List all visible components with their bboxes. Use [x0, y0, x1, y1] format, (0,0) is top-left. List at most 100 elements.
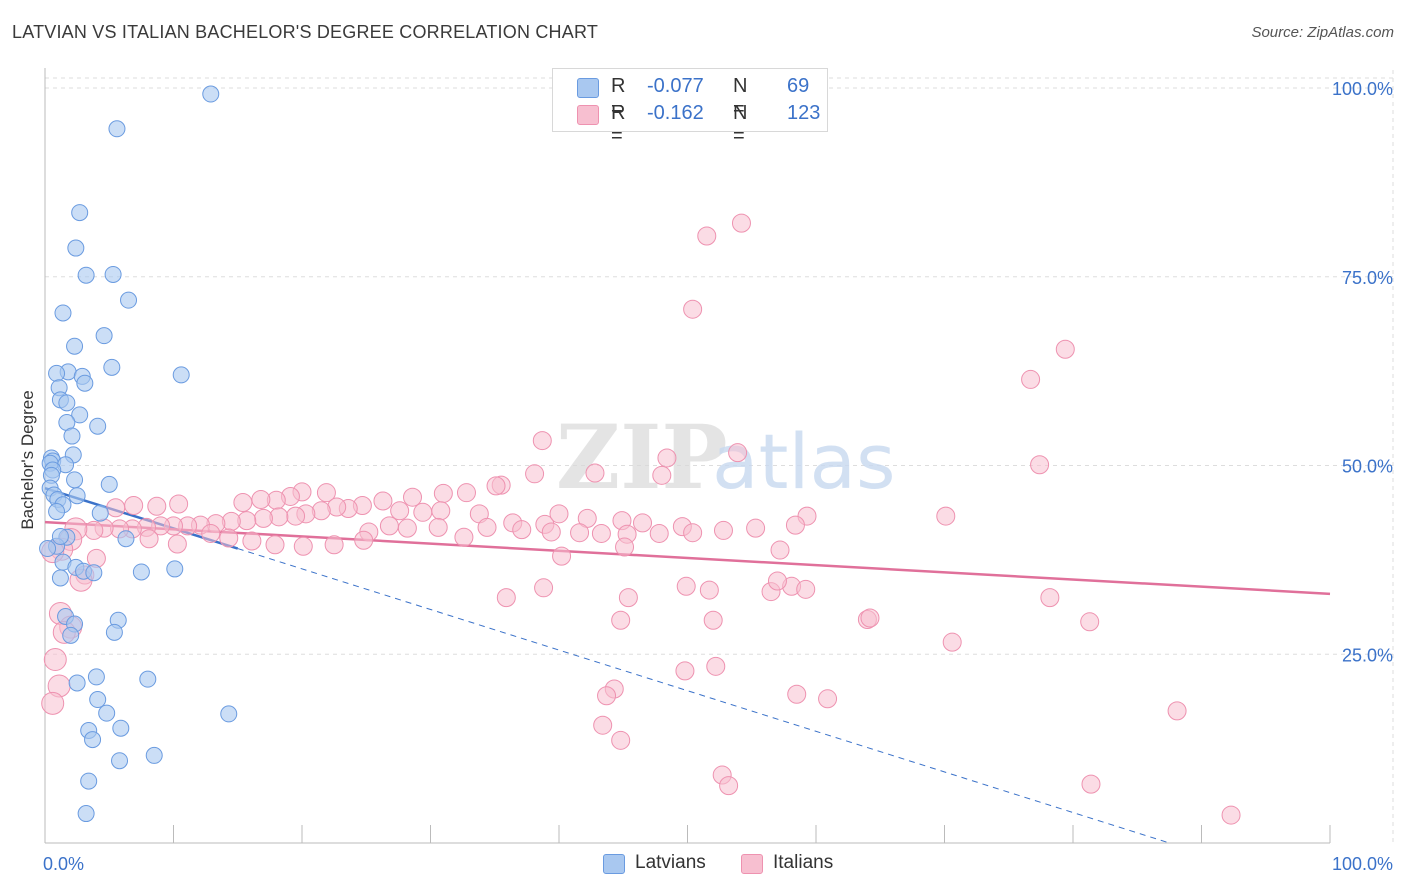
italian-point: [796, 579, 816, 599]
latvian-point: [104, 265, 122, 283]
italian-point: [585, 463, 605, 483]
r-value: -0.077: [647, 75, 704, 97]
latvian-point: [66, 471, 84, 489]
italian-point: [770, 540, 790, 560]
n-value: 123: [787, 102, 821, 124]
latvian-point: [48, 503, 66, 521]
r-label: R =: [611, 75, 626, 120]
italian-point: [942, 632, 962, 652]
y-tick-label: 50.0%: [1342, 457, 1393, 477]
y-tick-label: 25.0%: [1342, 645, 1393, 665]
latvian-point: [95, 327, 113, 345]
latvian-point: [108, 120, 126, 138]
latvian-point: [111, 752, 129, 770]
r-label: R =: [611, 102, 626, 147]
latvian-point: [100, 475, 118, 493]
latvians-swatch: [577, 78, 599, 98]
italian-point: [657, 448, 677, 468]
italian-point: [477, 517, 497, 537]
italian-point: [242, 531, 262, 551]
italian-point: [293, 536, 313, 556]
italian-point: [354, 530, 374, 550]
italian-point: [713, 520, 733, 540]
italian-point: [549, 504, 569, 524]
italian-point: [324, 535, 344, 555]
italian-point: [43, 648, 67, 672]
italian-point: [1167, 701, 1187, 721]
series-legend: Latvians Italians: [0, 852, 1406, 878]
latvian-point: [51, 527, 69, 545]
italian-point: [570, 523, 590, 543]
latvian-point: [77, 266, 95, 284]
x-tick-label-max: 100.0%: [1332, 854, 1393, 874]
latvian-point: [71, 406, 89, 424]
source-label: Source: ZipAtlas.com: [1251, 24, 1394, 41]
latvian-point: [103, 358, 121, 376]
latvian-point: [39, 540, 57, 558]
italian-point: [390, 501, 410, 521]
italian-point: [233, 492, 253, 512]
italian-series: [41, 213, 1241, 825]
latvian-point: [67, 239, 85, 257]
latvian-point: [80, 772, 98, 790]
latvian-point: [84, 731, 102, 749]
italian-point: [201, 523, 221, 543]
italian-point: [428, 517, 448, 537]
latvian-point: [77, 805, 95, 823]
latvian-point: [66, 337, 84, 355]
italian-point: [1080, 612, 1100, 632]
latvian-point: [89, 417, 107, 435]
italian-point: [728, 443, 748, 463]
italian-point: [512, 520, 532, 540]
italian-point: [496, 588, 516, 608]
latvian-point: [68, 487, 86, 505]
y-tick-label: 100.0%: [1332, 79, 1393, 99]
latvian-point: [71, 204, 89, 222]
italian-point: [706, 656, 726, 676]
italian-point: [286, 506, 306, 526]
italian-point: [534, 578, 554, 598]
italians-swatch: [577, 105, 599, 125]
italian-point: [1055, 339, 1075, 359]
italian-point: [139, 529, 159, 549]
latvian-point: [98, 704, 116, 722]
latvian-point: [139, 670, 157, 688]
latvian-point: [112, 719, 130, 737]
italian-point: [611, 610, 631, 630]
y-tick-label: 75.0%: [1342, 268, 1393, 288]
italian-point: [597, 686, 617, 706]
italian-trend-line: [44, 520, 1331, 596]
italian-point: [649, 523, 669, 543]
italian-point: [731, 213, 751, 233]
italian-point: [486, 476, 506, 496]
italian-point: [541, 522, 561, 542]
italian-point: [1081, 774, 1101, 794]
latvian-point: [91, 504, 109, 522]
latvian-point: [105, 623, 123, 641]
chart-title: LATVIAN VS ITALIAN BACHELOR'S DEGREE COR…: [12, 22, 599, 42]
italian-point: [106, 498, 126, 518]
italian-point: [433, 483, 453, 503]
latvian-point: [166, 560, 184, 578]
latvian-point: [117, 530, 135, 548]
watermark-atlas: atlas: [712, 417, 896, 506]
italian-point: [373, 491, 393, 511]
italian-point: [456, 483, 476, 503]
italian-point: [1021, 369, 1041, 389]
watermark-zip: ZIP: [556, 405, 728, 509]
italian-point: [618, 588, 638, 608]
latvians-swatch: [603, 854, 625, 874]
italian-point: [169, 494, 189, 514]
italian-point: [676, 576, 696, 596]
italian-point: [818, 689, 838, 709]
latvian-point: [76, 374, 94, 392]
italian-point: [532, 431, 552, 451]
latvian-point: [58, 394, 76, 412]
italian-point: [611, 730, 631, 750]
italian-point: [593, 715, 613, 735]
tick-labels: 25.0% 50.0% 75.0% 100.0% 0.0% 100.0%: [43, 79, 1393, 874]
italian-point: [454, 527, 474, 547]
latvian-point: [220, 705, 238, 723]
italian-point: [253, 508, 273, 528]
italian-point: [167, 534, 187, 554]
